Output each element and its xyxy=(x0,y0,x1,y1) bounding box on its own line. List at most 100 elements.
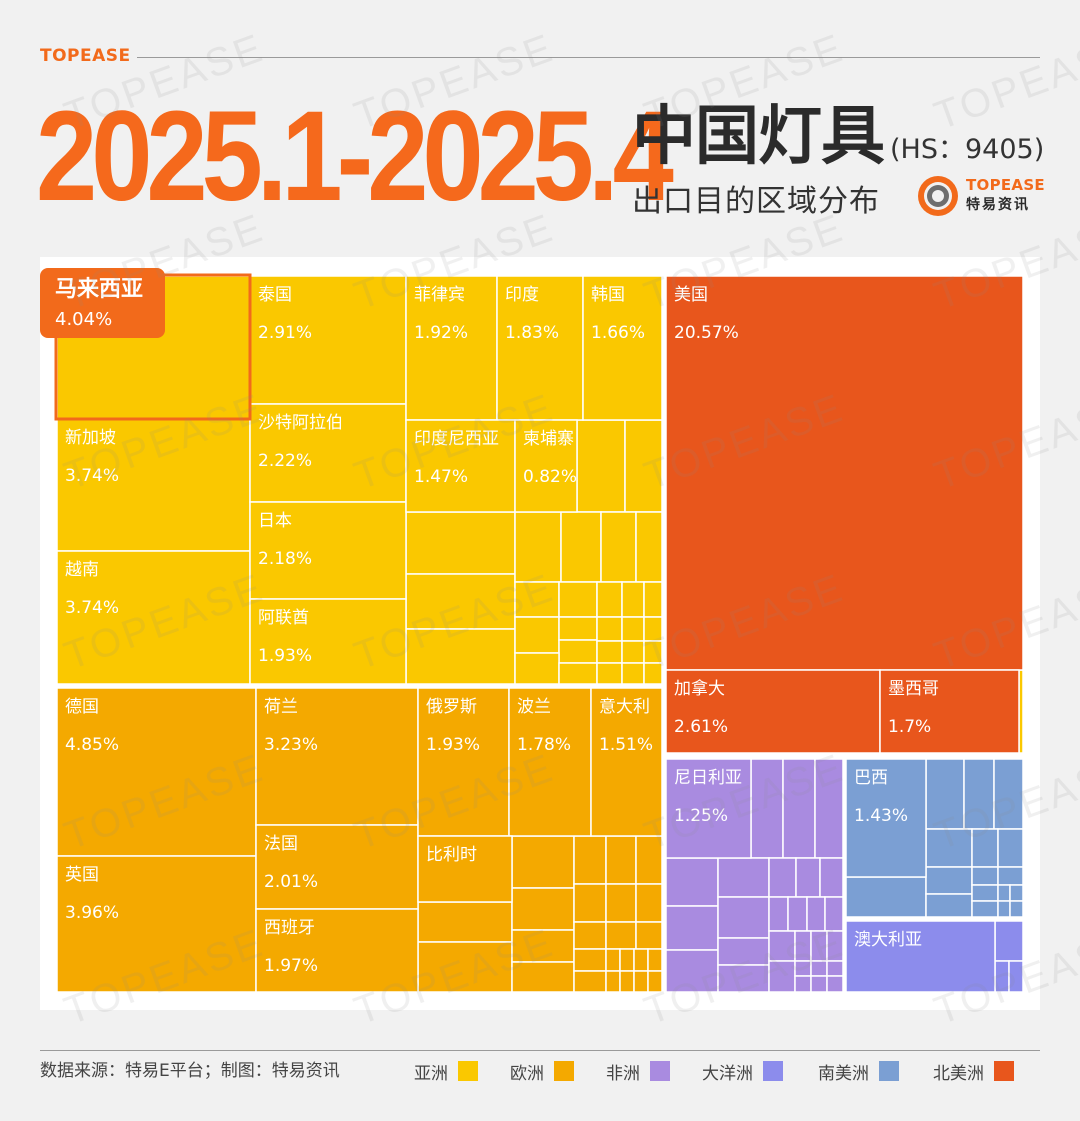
treemap-tile-other xyxy=(925,866,973,895)
treemap-tile-other xyxy=(717,896,770,939)
treemap-tile-other xyxy=(596,616,623,642)
treemap-tile xyxy=(56,855,257,993)
treemap-tile-other xyxy=(717,857,770,898)
treemap-tile-other xyxy=(795,857,821,898)
treemap-tile-other xyxy=(511,887,575,931)
treemap-tile-value: 1.93% xyxy=(426,735,480,755)
treemap-tile-other xyxy=(405,511,516,575)
treemap-tile-value: 1.51% xyxy=(599,735,653,755)
treemap-tile-other xyxy=(647,948,663,972)
treemap-tile-other xyxy=(621,616,645,642)
treemap-tile-other xyxy=(826,975,844,993)
treemap-tile-other xyxy=(573,948,607,972)
treemap-tile-other xyxy=(619,948,635,972)
treemap-tile-other xyxy=(605,921,637,950)
treemap-tile-other xyxy=(511,835,575,889)
treemap-tile xyxy=(255,824,419,910)
treemap-tile-label: 阿联酋 xyxy=(258,608,309,628)
legend-label: 亚洲 xyxy=(414,1063,448,1084)
treemap-tile-label: 菲律宾 xyxy=(414,285,465,305)
page-subtitle: 出口目的区域分布 xyxy=(632,184,880,219)
treemap-tile xyxy=(508,687,592,837)
treemap-tile-other xyxy=(605,970,621,993)
treemap-tile-other xyxy=(997,828,1024,868)
treemap-tile-other xyxy=(845,876,927,918)
treemap-tile-label: 加拿大 xyxy=(674,678,725,699)
hs-code: (HS：9405) xyxy=(890,134,1045,165)
treemap-tile-other xyxy=(997,900,1011,918)
legend-swatch xyxy=(650,1061,670,1081)
legend-africa: 非洲 xyxy=(606,1060,670,1084)
treemap-tile-other xyxy=(925,893,973,918)
treemap-tile xyxy=(845,920,996,993)
treemap-tile-other xyxy=(633,948,649,972)
treemap-tile-value: 3.96% xyxy=(65,903,119,923)
treemap-tile-label: 法国 xyxy=(264,834,298,854)
legend-label: 非洲 xyxy=(606,1063,640,1084)
logo-text-cn: 特易资讯 xyxy=(966,197,1030,213)
treemap-tile-value: 3.74% xyxy=(65,466,119,486)
treemap-tile-other xyxy=(717,937,770,966)
treemap-tile xyxy=(665,669,881,754)
treemap-tile-other xyxy=(573,883,607,923)
legend-label: 南美洲 xyxy=(818,1063,869,1084)
treemap-tile-other xyxy=(605,883,637,923)
treemap-tile-value: 1.43% xyxy=(854,806,908,826)
treemap-tile-label: 韩国 xyxy=(591,285,625,305)
legend-oceania: 大洋洲 xyxy=(702,1060,783,1084)
treemap-tile-other xyxy=(806,896,826,932)
highlight-name: 马来西亚 xyxy=(55,277,144,302)
treemap-tile-other xyxy=(643,616,663,642)
treemap-tile-other xyxy=(1009,884,1024,902)
treemap-tile xyxy=(405,275,498,421)
treemap-tile-other xyxy=(576,419,626,513)
treemap-tile-value: 1.7% xyxy=(888,717,931,737)
treemap-tile-label: 比利时 xyxy=(426,845,477,865)
treemap-tile-other xyxy=(511,929,575,963)
treemap-tile-other xyxy=(621,581,645,618)
treemap-tile-other xyxy=(558,616,598,641)
treemap-tile-other xyxy=(417,941,513,993)
legend-swatch xyxy=(763,1061,783,1081)
treemap-tile-other xyxy=(824,896,844,932)
treemap-tile-other xyxy=(514,581,560,618)
treemap-tile-other xyxy=(560,511,602,583)
treemap-tile-value: 3.23% xyxy=(264,735,318,755)
legend-label: 北美洲 xyxy=(933,1063,984,1084)
treemap-tile-other xyxy=(643,662,663,685)
treemap-tile-other xyxy=(794,930,812,962)
treemap-tile xyxy=(514,419,578,513)
treemap-tile-other xyxy=(514,511,562,583)
treemap-tile-other xyxy=(750,758,784,859)
treemap-tile-other xyxy=(810,960,828,977)
treemap-tile-other xyxy=(558,662,598,685)
treemap-tile-other xyxy=(997,866,1024,886)
treemap-tile-other xyxy=(997,884,1011,902)
treemap-tile-label: 波兰 xyxy=(517,697,551,717)
legend-asia: 亚洲 xyxy=(414,1060,478,1084)
treemap-tile-label: 西班牙 xyxy=(264,918,315,938)
treemap-tile-label: 澳大利亚 xyxy=(854,930,922,950)
treemap-tile-value: 20.57% xyxy=(674,323,739,343)
treemap-tile-value: 2.18% xyxy=(258,549,312,569)
treemap-tile-other xyxy=(573,921,607,950)
treemap-tile-label: 德国 xyxy=(65,697,99,717)
legend-europe: 欧洲 xyxy=(510,1060,574,1084)
treemap-tile-other xyxy=(558,581,598,618)
treemap-tile-label: 巴西 xyxy=(854,768,888,788)
treemap-tile-label: 尼日利亚 xyxy=(674,768,742,788)
treemap-tile-other xyxy=(994,920,1024,962)
treemap-tile xyxy=(249,598,407,685)
treemap-tile-other xyxy=(635,921,663,950)
treemap-tile-value: 1.92% xyxy=(414,323,468,343)
treemap-tile-other xyxy=(647,970,663,993)
treemap-tile xyxy=(255,908,419,993)
treemap-tile-other xyxy=(768,857,797,898)
treemap-tile xyxy=(496,275,584,421)
treemap-tile-other xyxy=(573,970,607,993)
treemap-tile-other xyxy=(514,616,560,654)
treemap-tile-other xyxy=(768,960,796,993)
treemap-tile-other xyxy=(768,930,796,962)
treemap-tile-other xyxy=(1008,960,1024,993)
